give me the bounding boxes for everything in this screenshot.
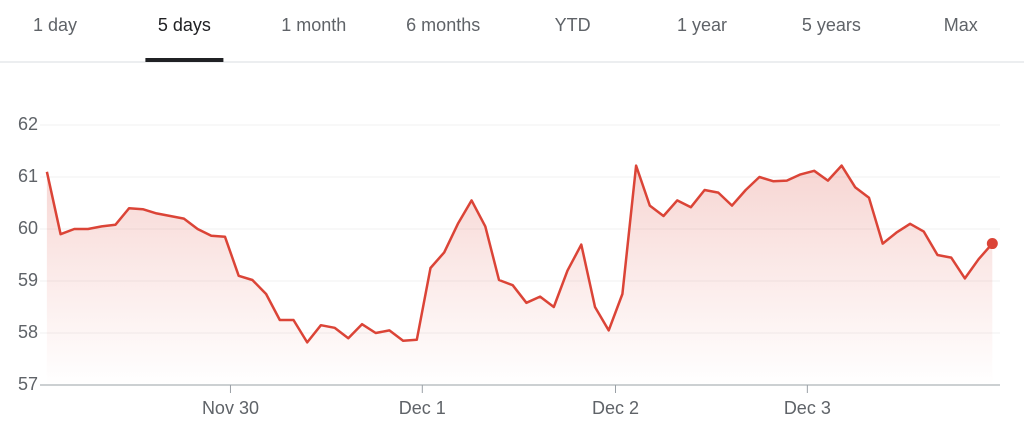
price-line bbox=[45, 164, 994, 344]
tab[interactable]: 1 month bbox=[281, 15, 346, 35]
x-tick-label: Dec 3 bbox=[784, 398, 831, 418]
y-tick-label: 60 bbox=[18, 218, 38, 238]
x-tick-label: Nov 30 bbox=[202, 398, 259, 418]
x-tick-label: Dec 1 bbox=[399, 398, 446, 418]
tab[interactable]: 5 years bbox=[802, 15, 861, 35]
y-tick-label: 61 bbox=[18, 166, 38, 186]
y-tick-label: 58 bbox=[18, 322, 38, 342]
tab[interactable]: YTD bbox=[555, 15, 591, 35]
y-tick-label: 59 bbox=[18, 270, 38, 290]
tab[interactable]: Max bbox=[944, 15, 978, 35]
tab-underline bbox=[145, 58, 224, 62]
x-tick-label: Dec 2 bbox=[592, 398, 639, 418]
tab[interactable]: 1 day bbox=[33, 15, 77, 35]
tab[interactable]: 5 days bbox=[158, 15, 211, 35]
tab[interactable]: 1 year bbox=[677, 15, 727, 35]
area bbox=[46, 165, 993, 385]
tab[interactable]: 6 months bbox=[406, 15, 480, 35]
y-tick-label: 57 bbox=[18, 374, 38, 394]
y-tick-label: 62 bbox=[18, 114, 38, 134]
last-point bbox=[986, 238, 998, 250]
